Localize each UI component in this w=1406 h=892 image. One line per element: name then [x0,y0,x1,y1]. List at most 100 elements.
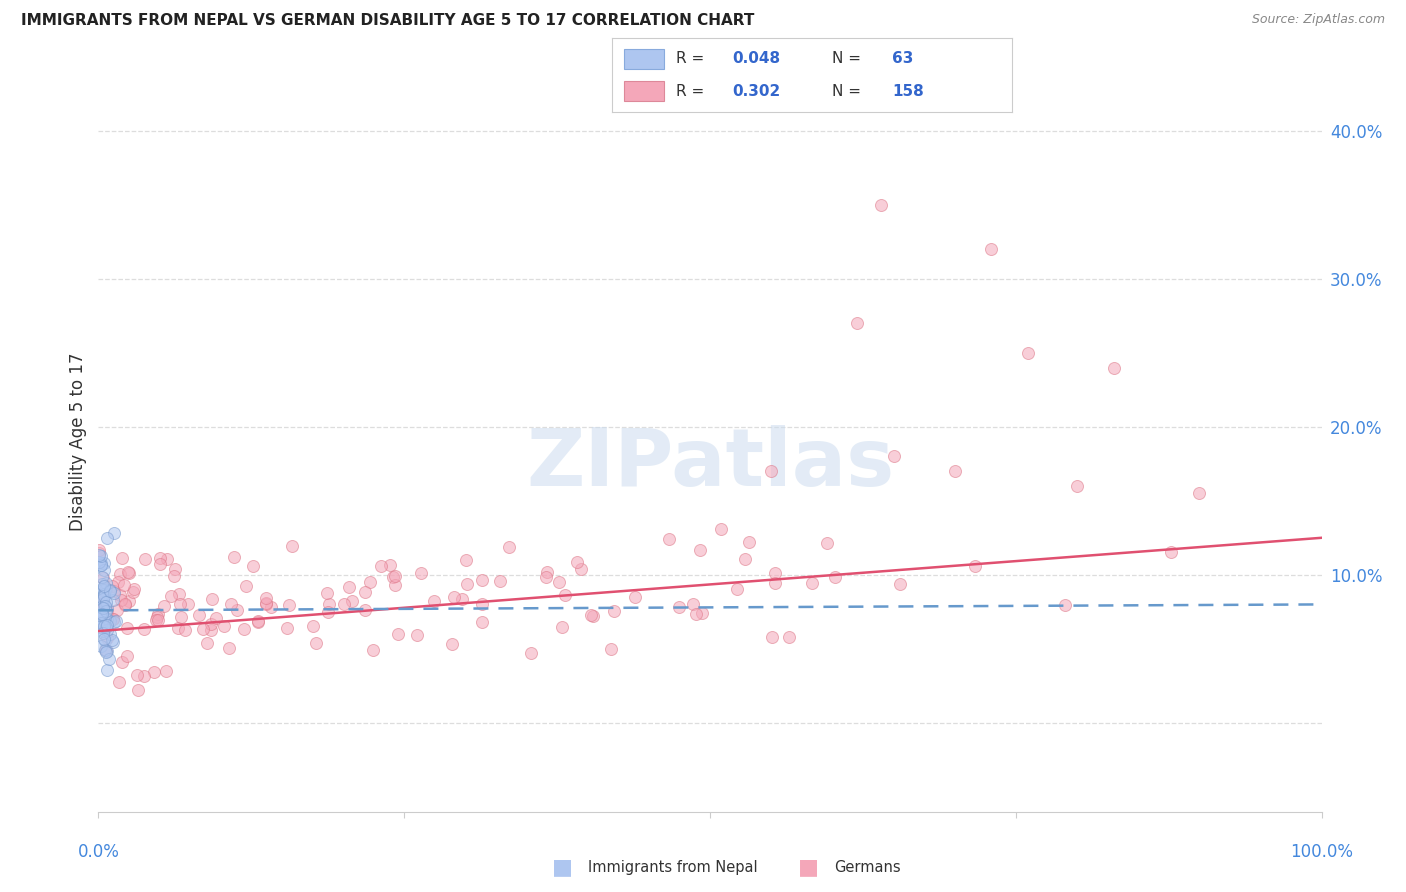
Point [134,551,156,566]
Point [254,591,277,605]
Point [800,575,823,590]
Point [90,601,112,615]
Point [125,668,148,682]
Point [260,599,283,614]
Point [824,570,846,584]
Point [90,607,112,622]
Point [91,600,114,615]
Point [738,535,761,549]
Point [361,642,384,657]
Point [943,464,966,478]
Point [98,582,121,597]
Point [104,614,127,628]
Point [337,581,360,595]
Point [94,611,117,625]
Point [443,590,465,604]
Point [96,643,118,657]
Point [93,619,115,633]
Point [87,593,110,607]
Point [93,589,115,603]
Point [108,567,131,582]
Text: Germans: Germans [834,860,900,874]
Point [200,623,222,637]
Point [91,570,114,584]
Point [212,619,235,633]
Point [89,607,111,621]
Point [246,614,269,628]
Point [93,632,115,647]
Point [146,607,169,621]
Point [354,585,377,599]
Point [89,555,111,569]
Text: R =: R = [676,84,709,98]
Point [114,598,136,612]
Point [761,630,783,644]
Point [554,589,576,603]
Point [489,574,512,588]
Point [1053,598,1076,612]
Point [91,626,114,640]
Point [1066,479,1088,493]
Point [103,584,125,599]
Point [603,604,626,618]
Point [94,582,117,597]
Point [225,603,247,617]
Point [690,606,713,620]
Point [169,597,191,611]
Point [889,577,911,591]
Point [316,586,339,600]
Point [763,576,786,591]
Point [93,563,115,577]
Point [658,533,681,547]
Point [91,582,114,597]
Point [153,599,176,613]
Point [177,597,200,611]
Point [600,642,623,657]
Point [734,552,756,566]
Point [105,603,128,617]
Point [167,622,190,636]
Text: N =: N = [832,84,866,98]
Point [1017,345,1039,359]
Point [359,574,381,589]
Point [93,643,115,657]
Point [103,615,125,629]
Point [89,611,111,625]
Point [235,578,257,592]
Point [110,655,132,669]
Point [91,576,114,591]
Point [423,594,446,608]
Point [101,635,124,649]
Point [582,609,605,624]
Point [96,604,118,618]
Point [103,612,125,626]
Point [100,632,122,647]
Point [761,464,783,478]
Point [169,587,191,601]
Text: 0.0%: 0.0% [77,843,120,861]
Point [90,639,112,653]
Point [440,636,463,650]
Point [98,613,121,627]
Point [471,598,494,612]
Point [668,600,690,615]
Point [579,607,602,622]
Point [132,622,155,636]
Point [89,591,111,606]
Point [565,555,588,569]
Point [96,612,118,626]
Point [90,549,112,563]
Point [96,663,118,677]
Point [195,636,218,650]
Point [96,601,118,615]
Point [471,573,494,587]
Point [200,616,222,631]
Point [91,571,114,585]
Point [94,599,117,613]
Point [1188,486,1211,500]
Point [200,591,222,606]
Point [305,636,328,650]
Point [778,630,800,644]
Point [101,592,124,607]
Point [110,593,132,607]
